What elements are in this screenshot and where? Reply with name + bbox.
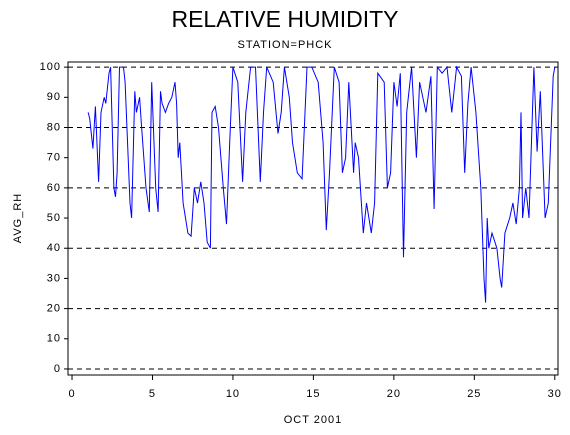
- plot-frame: [67, 61, 559, 376]
- x-tick-label: 30: [548, 388, 562, 400]
- y-tick-label: 20: [47, 303, 61, 315]
- x-tick-label: 5: [149, 388, 156, 400]
- chart-title: RELATIVE HUMIDITY: [171, 6, 398, 32]
- data-line: [87, 65, 556, 303]
- y-tick-label: 60: [47, 182, 61, 194]
- y-tick-label: 40: [47, 242, 61, 254]
- x-axis-label: OCT 2001: [284, 414, 343, 426]
- y-tick-label: 80: [47, 121, 61, 133]
- y-tick-label: 70: [47, 152, 61, 164]
- y-axis-label: AVG_RH: [12, 193, 24, 243]
- y-tick-label: 0: [54, 363, 61, 375]
- x-tick-label: 15: [306, 388, 320, 400]
- x-tick-label: 10: [226, 388, 240, 400]
- x-tick-label: 25: [467, 388, 481, 400]
- chart-subtitle: STATION=PHCK: [237, 39, 332, 51]
- y-tick-label: 90: [47, 91, 61, 103]
- x-tick-label: 0: [68, 388, 75, 400]
- y-tick-label: 10: [47, 333, 61, 345]
- y-tick-label: 50: [47, 212, 61, 224]
- y-tick-label: 100: [40, 61, 61, 73]
- y-tick-label: 30: [47, 272, 61, 284]
- x-tick-label: 20: [387, 388, 401, 400]
